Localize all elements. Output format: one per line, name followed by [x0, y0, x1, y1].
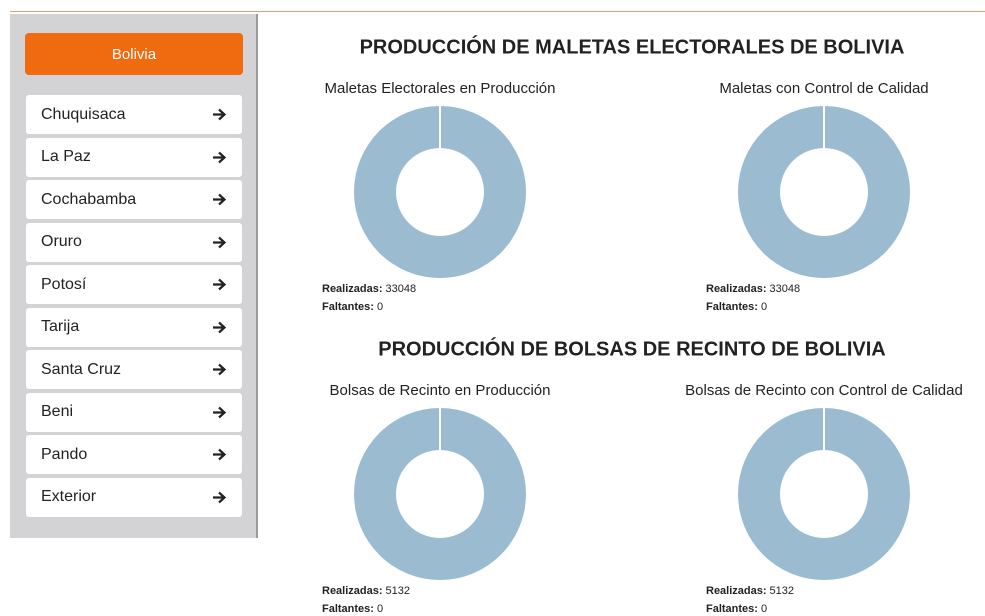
arrow-icon	[213, 151, 226, 163]
legend-entry: Realizadas: 33048	[706, 283, 800, 295]
region-link[interactable]: Potosí	[26, 265, 242, 304]
region-name: Pando	[41, 445, 88, 463]
chart-title: Bolsas de Recinto con Control de Calidad	[685, 382, 963, 399]
chart-title: Maletas con Control de Calidad	[719, 80, 928, 97]
arrow-icon	[213, 108, 226, 121]
chart-title: Bolsas de Recinto en Producción	[330, 382, 551, 399]
donut-slice	[354, 408, 526, 580]
legend-entry: Realizadas: 5132	[322, 585, 410, 597]
legend-value: 5132	[386, 585, 410, 597]
legend-entry: Realizadas: 5132	[706, 585, 794, 597]
legend-value: 0	[761, 301, 767, 313]
section-title: PRODUCCIÓN DE BOLSAS DE RECINTO DE BOLIV…	[378, 336, 885, 360]
arrow-icon	[213, 236, 226, 248]
donut-slice	[737, 105, 911, 278]
region-link[interactable]: La Paz	[26, 137, 242, 177]
region-link[interactable]: Exterior	[26, 477, 242, 517]
legend-label: Faltantes:	[706, 603, 758, 615]
arrow-icon	[213, 278, 226, 291]
region-link[interactable]: Pando	[26, 435, 242, 474]
region-link[interactable]: Cochabamba	[26, 180, 242, 219]
region-name: Oruro	[41, 233, 82, 250]
region-name: Cochabamba	[41, 190, 137, 208]
region-link[interactable]: Tarija	[26, 307, 242, 347]
legend-value: 33048	[386, 283, 417, 295]
region-name: Beni	[41, 403, 74, 420]
legend-label: Realizadas:	[706, 283, 767, 295]
region-name: La Paz	[41, 148, 91, 165]
legend-entry: Faltantes: 0	[706, 301, 767, 313]
arrow-icon	[213, 363, 226, 376]
legend-value: 0	[761, 603, 767, 615]
sidebar: Bolivia Chuquisaca La Paz Cochabamba Oruro P…	[10, 14, 258, 538]
region-link[interactable]: Chuquisaca	[26, 95, 242, 134]
legend-entry: Realizadas: 33048	[322, 283, 416, 295]
legend-entry: Faltantes: 0	[322, 301, 383, 313]
top-rule	[10, 11, 985, 12]
region-name: Potosí	[41, 275, 87, 293]
donut-slice	[738, 408, 910, 580]
legend-value: 5132	[770, 585, 794, 597]
legend-value: 0	[377, 301, 383, 313]
region-name: Chuquisaca	[41, 105, 126, 123]
arrow-icon	[213, 406, 226, 418]
arrow-icon	[213, 448, 226, 461]
arrow-icon	[213, 321, 226, 333]
legend-label: Realizadas:	[706, 585, 767, 597]
legend-label: Faltantes:	[322, 301, 374, 313]
legend-label: Faltantes:	[322, 603, 374, 615]
region-name: Tarija	[41, 318, 80, 335]
arrow-icon	[213, 491, 226, 503]
legend-label: Realizadas:	[322, 585, 383, 597]
region-name: Exterior	[41, 488, 97, 505]
home-button[interactable]: Bolivia	[25, 33, 243, 75]
legend-label: Realizadas:	[322, 283, 383, 295]
section-title: PRODUCCIÓN DE MALETAS ELECTORALES DE BOL…	[360, 34, 905, 58]
region-link[interactable]: Santa Cruz	[26, 350, 242, 389]
donut-slice	[353, 105, 527, 278]
legend-value: 33048	[770, 283, 801, 295]
legend-label: Faltantes:	[706, 301, 758, 313]
region-link[interactable]: Beni	[26, 392, 242, 432]
region-link[interactable]: Oruro	[26, 222, 242, 262]
legend-entry: Faltantes: 0	[706, 603, 767, 615]
legend-entry: Faltantes: 0	[322, 603, 383, 615]
chart-title: Maletas Electorales en Producción	[325, 80, 556, 97]
legend-value: 0	[377, 603, 383, 615]
region-name: Santa Cruz	[41, 360, 122, 378]
arrow-icon	[213, 193, 226, 206]
